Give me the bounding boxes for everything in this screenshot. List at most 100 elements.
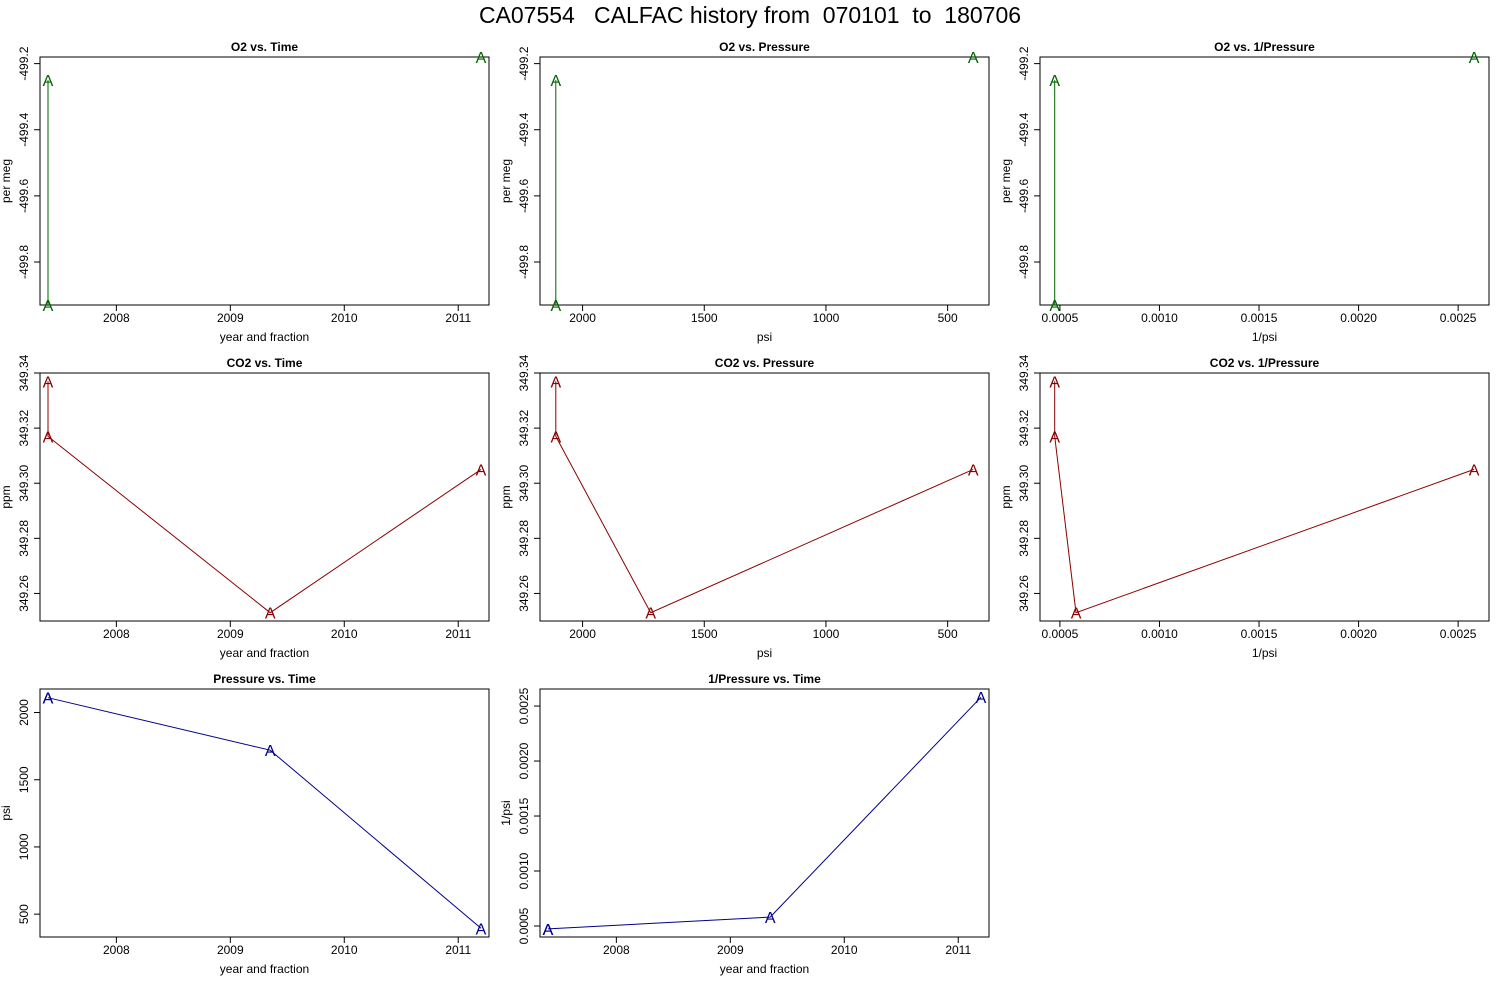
- y-tick-label: 349.32: [517, 409, 531, 446]
- chart-panel: CO2 vs. 1/Pressure 0.0005 0.0010 0.0015 0.00…: [999, 354, 1490, 660]
- y-tick-label: -499.4: [1017, 112, 1031, 146]
- data-point-marker: A: [1049, 298, 1060, 315]
- data-point-marker: A: [476, 921, 487, 938]
- y-tick-label: -499.6: [517, 179, 531, 213]
- x-tick-label: 1500: [691, 627, 718, 641]
- y-tick-label: 349.28: [517, 520, 531, 557]
- data-point-marker: A: [550, 73, 561, 90]
- y-tick-label: 1500: [17, 766, 31, 793]
- x-axis-label: 1/psi: [1252, 330, 1277, 344]
- y-tick-label: 349.30: [517, 465, 531, 502]
- x-tick-label: 0.0005: [1042, 627, 1079, 641]
- plot-frame: [1039, 56, 1490, 306]
- y-axis-label: psi: [0, 805, 13, 820]
- x-tick-label: 2011: [445, 943, 471, 957]
- data-point-marker: A: [976, 690, 987, 707]
- chart-panel: O2 vs. Pressure 2000 1500 1000 500 psi -499.8 -…: [499, 40, 990, 344]
- y-tick-label: -499.6: [1017, 179, 1031, 213]
- x-tick-label: 1500: [691, 311, 718, 325]
- data-point-marker: A: [1049, 429, 1060, 446]
- x-tick-label: 2008: [603, 943, 630, 957]
- x-axis-label: year and fraction: [220, 962, 309, 976]
- data-point-marker: A: [1469, 462, 1480, 479]
- x-tick-label: 2000: [569, 627, 596, 641]
- chart-title: O2 vs. 1/Pressure: [1214, 40, 1315, 54]
- data-point-marker: A: [43, 691, 54, 708]
- x-tick-label: 2011: [445, 311, 471, 325]
- data-point-marker: A: [550, 374, 561, 391]
- data-point-marker: A: [476, 50, 487, 67]
- x-tick-label: 500: [938, 311, 958, 325]
- x-tick-label: 2000: [569, 311, 596, 325]
- x-tick-label: 1000: [813, 627, 840, 641]
- y-tick-label: -499.4: [17, 112, 31, 146]
- y-tick-label: 349.28: [1017, 520, 1031, 557]
- chart-title: O2 vs. Time: [231, 40, 298, 54]
- data-point-marker: A: [1071, 606, 1082, 623]
- x-tick-label: 0.0005: [1042, 311, 1079, 325]
- y-tick-label: 349.30: [1017, 465, 1031, 502]
- data-point-marker: A: [1049, 374, 1060, 391]
- y-tick-label: 349.32: [1017, 409, 1031, 446]
- x-tick-label: 0.0025: [1440, 627, 1477, 641]
- page-title: CA07554 CALFAC history from 070101 to 18…: [478, 2, 1022, 28]
- y-tick-label: -499.8: [17, 245, 31, 279]
- x-axis-label: year and fraction: [220, 646, 309, 660]
- data-point-marker: A: [43, 298, 54, 315]
- y-tick-label: 349.32: [17, 409, 31, 446]
- series-line: [47, 381, 482, 614]
- y-axis-label: ppm: [499, 485, 513, 508]
- series-line: [555, 381, 974, 614]
- x-tick-label: 0.0020: [1340, 311, 1377, 325]
- y-tick-label: 500: [17, 904, 31, 924]
- plot-frame: [539, 372, 990, 622]
- x-tick-label: 0.0020: [1340, 627, 1377, 641]
- plot-frame: [39, 688, 490, 938]
- data-point-marker: A: [43, 73, 54, 90]
- x-tick-label: 0.0010: [1141, 627, 1178, 641]
- plot-frame: [539, 56, 990, 306]
- chart-panel: CO2 vs. Pressure 2000 1500 1000 500 psi 349.26…: [499, 354, 990, 660]
- data-point-marker: A: [43, 429, 54, 446]
- series-line: [47, 697, 482, 929]
- y-tick-label: 349.26: [1017, 575, 1031, 612]
- y-tick-label: 349.34: [1017, 354, 1031, 391]
- data-point-marker: A: [550, 429, 561, 446]
- x-tick-label: 2010: [331, 627, 358, 641]
- y-tick-label: 2000: [17, 699, 31, 726]
- y-tick-label: 349.34: [517, 354, 531, 391]
- plot-frame: [539, 688, 990, 938]
- data-point-marker: A: [968, 50, 979, 67]
- x-axis-label: 1/psi: [1252, 646, 1277, 660]
- y-tick-label: -499.8: [517, 245, 531, 279]
- x-tick-label: 2008: [103, 627, 130, 641]
- data-point-marker: A: [765, 910, 776, 927]
- y-tick-label: 0.0025: [517, 687, 531, 724]
- y-tick-label: -499.4: [517, 112, 531, 146]
- series-line: [547, 696, 982, 930]
- y-tick-label: 0.0020: [517, 742, 531, 779]
- x-tick-label: 2009: [217, 627, 244, 641]
- data-point-marker: A: [265, 606, 276, 623]
- y-tick-label: 349.34: [17, 354, 31, 391]
- chart-panel: O2 vs. Time 2008 2009 2010 2011 year and frac…: [0, 40, 490, 344]
- y-axis-label: per meg: [499, 159, 513, 203]
- x-axis-label: year and fraction: [720, 962, 809, 976]
- y-tick-label: -499.2: [1017, 46, 1031, 80]
- data-point-marker: A: [543, 922, 554, 939]
- chart-title: Pressure vs. Time: [213, 672, 316, 686]
- data-point-marker: A: [1469, 50, 1480, 67]
- x-axis-label: psi: [757, 330, 772, 344]
- y-tick-label: -499.8: [1017, 245, 1031, 279]
- y-tick-label: 349.30: [17, 465, 31, 502]
- plot-frame: [1039, 372, 1490, 622]
- y-tick-label: 0.0010: [517, 852, 531, 889]
- data-point-marker: A: [1049, 73, 1060, 90]
- x-tick-label: 2011: [945, 943, 971, 957]
- x-tick-label: 2008: [103, 311, 130, 325]
- data-point-marker: A: [645, 606, 656, 623]
- chart-title: O2 vs. Pressure: [719, 40, 810, 54]
- chart-panel: Pressure vs. Time 2008 2009 2010 2011 year an…: [0, 672, 490, 976]
- chart-panel: O2 vs. 1/Pressure 0.0005 0.0010 0.0015 0.002…: [999, 40, 1490, 344]
